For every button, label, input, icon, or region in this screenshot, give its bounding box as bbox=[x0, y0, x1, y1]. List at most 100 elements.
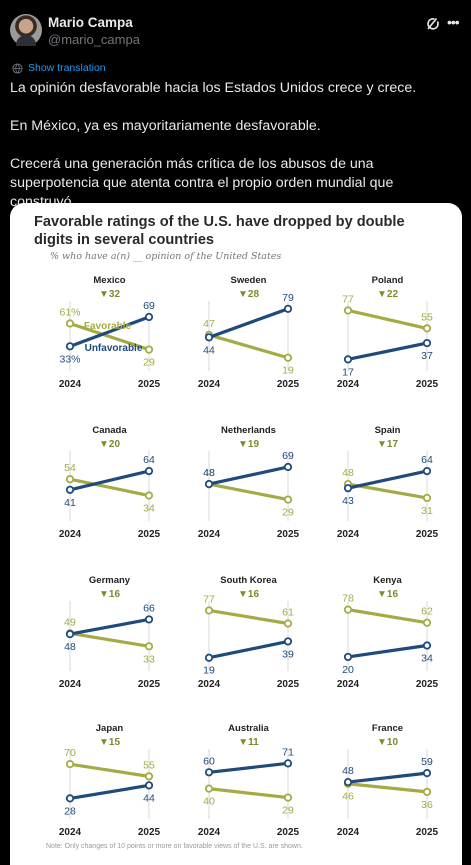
favorable-point bbox=[65, 319, 75, 328]
x-tick-label: 2024 bbox=[59, 679, 82, 690]
favorable-value-label: 31 bbox=[421, 505, 433, 517]
unfavorable-value-label: 60 bbox=[203, 755, 215, 767]
favorable-point bbox=[422, 787, 432, 796]
unfavorable-point bbox=[283, 637, 293, 646]
favorable-value-label: 29 bbox=[282, 805, 294, 817]
favorable-point bbox=[283, 353, 293, 362]
favorable-value-label: 55 bbox=[143, 759, 155, 771]
x-tick-label: 2024 bbox=[198, 529, 221, 540]
grok-icon[interactable] bbox=[425, 16, 441, 32]
tweet-image[interactable]: Favorable ratings of the U.S. have dropp… bbox=[10, 203, 462, 865]
unfavorable-value-label: 64 bbox=[421, 454, 433, 466]
unfavorable-point bbox=[65, 629, 75, 639]
panel-drop-label: ▼32 bbox=[99, 289, 120, 300]
unfavorable-point bbox=[343, 652, 353, 662]
author-handle[interactable]: @mario_campa bbox=[48, 32, 140, 47]
unfavorable-point bbox=[204, 768, 214, 777]
author-name[interactable]: Mario Campa bbox=[48, 15, 133, 30]
favorable-point bbox=[422, 493, 432, 503]
unfavorable-series-label: Unfavorable bbox=[85, 343, 143, 354]
unfavorable-value-label: 43 bbox=[342, 495, 354, 507]
panel-country-label: South Korea bbox=[220, 575, 277, 586]
x-tick-label: 2024 bbox=[59, 529, 82, 540]
unfavorable-line bbox=[346, 469, 429, 490]
x-tick-label: 2025 bbox=[416, 679, 439, 690]
unfavorable-point bbox=[343, 777, 353, 787]
favorable-point bbox=[422, 324, 432, 333]
unfavorable-value-label: 69 bbox=[282, 450, 294, 462]
favorable-value-label: 61 bbox=[282, 606, 294, 618]
unfavorable-point bbox=[283, 462, 293, 472]
favorable-point bbox=[65, 760, 75, 769]
unfavorable-point bbox=[343, 355, 353, 364]
unfavorable-value-label: 39 bbox=[282, 648, 294, 660]
unfavorable-point bbox=[283, 759, 293, 768]
panel-drop-label: ▼19 bbox=[238, 439, 259, 450]
unfavorable-line bbox=[68, 783, 151, 801]
unfavorable-value-label: 48 bbox=[203, 467, 215, 479]
favorable-line bbox=[207, 482, 290, 502]
favorable-value-label: 70 bbox=[64, 747, 76, 759]
panel-drop-label: ▼17 bbox=[377, 439, 398, 450]
x-tick-label: 2024 bbox=[198, 679, 221, 690]
unfavorable-line bbox=[207, 639, 290, 660]
favorable-line bbox=[68, 321, 151, 352]
favorable-value-label: 55 bbox=[421, 311, 433, 323]
unfavorable-value-label: 66 bbox=[143, 602, 155, 614]
favorable-series-label: Favorable bbox=[84, 321, 132, 332]
unfavorable-value-label: 41 bbox=[64, 497, 76, 509]
x-tick-label: 2024 bbox=[337, 679, 360, 690]
unfavorable-line bbox=[68, 617, 151, 636]
show-translation-label[interactable]: Show translation bbox=[28, 62, 106, 74]
favorable-point bbox=[144, 345, 154, 354]
favorable-value-label: 47 bbox=[203, 318, 215, 330]
avatar[interactable] bbox=[10, 14, 42, 46]
favorable-value-label: 77 bbox=[342, 293, 354, 305]
more-icon[interactable]: ••• bbox=[447, 14, 460, 30]
x-tick-label: 2025 bbox=[277, 827, 300, 838]
favorable-value-label: 77 bbox=[203, 593, 215, 605]
panel-country-label: Mexico bbox=[93, 275, 125, 286]
panel-country-label: Germany bbox=[89, 575, 131, 586]
x-tick-label: 2025 bbox=[416, 529, 439, 540]
unfavorable-point bbox=[343, 484, 353, 493]
panel-country-label: Australia bbox=[228, 723, 269, 734]
chart-title: Favorable ratings of the U.S. have dropp… bbox=[34, 214, 405, 248]
unfavorable-point bbox=[144, 312, 154, 322]
favorable-point bbox=[343, 605, 353, 614]
favorable-point bbox=[65, 475, 75, 484]
show-translation[interactable]: Show translation bbox=[12, 62, 106, 74]
x-tick-label: 2025 bbox=[277, 529, 300, 540]
x-tick-label: 2025 bbox=[138, 827, 161, 838]
x-tick-label: 2024 bbox=[337, 379, 360, 390]
favorable-point bbox=[283, 793, 293, 802]
unfavorable-point bbox=[144, 781, 154, 790]
unfavorable-value-label: 34 bbox=[421, 653, 433, 665]
unfavorable-value-label: 17 bbox=[342, 366, 354, 378]
unfavorable-point bbox=[422, 641, 432, 650]
x-tick-label: 2025 bbox=[138, 379, 161, 390]
panel-country-label: Netherlands bbox=[221, 425, 276, 436]
unfavorable-value-label: 71 bbox=[282, 746, 294, 758]
tweet-paragraph: En México, ya es mayoritariamente desfav… bbox=[10, 118, 321, 134]
panel-country-label: Kenya bbox=[373, 575, 402, 586]
chart-subtitle: % who have a(n) __ opinion of the United… bbox=[50, 251, 282, 262]
panel-drop-label: ▼16 bbox=[238, 589, 259, 600]
unfavorable-point bbox=[422, 338, 432, 348]
favorable-line bbox=[346, 308, 429, 330]
x-tick-label: 2024 bbox=[337, 827, 360, 838]
favorable-line bbox=[68, 762, 151, 778]
favorable-point bbox=[204, 606, 214, 615]
unfavorable-line bbox=[207, 465, 290, 486]
favorable-point bbox=[283, 619, 293, 628]
favorable-point bbox=[204, 784, 214, 793]
favorable-point bbox=[283, 495, 293, 504]
favorable-line bbox=[207, 333, 290, 360]
tweet-paragraph: Crecerá una generación más crítica de lo… bbox=[10, 156, 394, 210]
unfavorable-point bbox=[65, 794, 75, 803]
favorable-line bbox=[346, 782, 429, 794]
panel-drop-label: ▼11 bbox=[238, 737, 259, 748]
panel-country-label: Canada bbox=[92, 425, 127, 436]
favorable-value-label: 48 bbox=[203, 467, 215, 479]
x-tick-label: 2025 bbox=[138, 529, 161, 540]
